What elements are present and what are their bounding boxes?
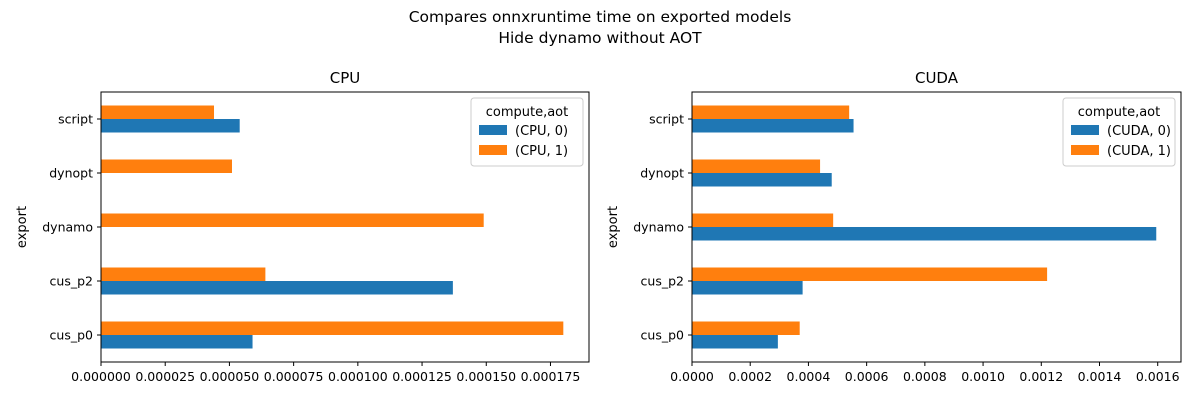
y-tick-label-script: script	[58, 112, 93, 127]
bar-dynopt-series-0	[692, 173, 832, 187]
bar-script-series-1	[692, 105, 850, 119]
bar-script-series-0	[101, 119, 240, 133]
bar-cus_p2-series-0	[101, 281, 453, 295]
bar-dynopt-series-1	[692, 159, 821, 173]
legend-swatch-1	[1071, 145, 1099, 155]
y-tick-label-cus_p2: cus_p2	[641, 274, 684, 289]
y-tick-label-cus_p0: cus_p0	[641, 328, 684, 343]
bar-cus_p0-series-0	[692, 335, 778, 349]
y-axis-label: export	[606, 206, 621, 248]
bar-cus_p2-series-1	[101, 267, 266, 281]
x-tick-label-8: 0.0016	[1136, 369, 1180, 384]
legend-label-0: (CUDA, 0)	[1107, 124, 1171, 139]
x-tick-label-1: 0.0002	[728, 369, 772, 384]
suptitle-line-2: Hide dynamo without AOT	[498, 29, 702, 47]
x-tick-label-7: 0.0014	[1078, 369, 1122, 384]
bar-dynopt-series-1	[101, 159, 232, 173]
legend-label-0: (CPU, 0)	[515, 124, 568, 139]
legend: compute,aot (CPU, 0) (CPU, 1)	[470, 97, 584, 167]
x-tick-label-2: 0.0004	[787, 369, 831, 384]
bar-dynamo-series-0	[692, 227, 1157, 241]
bar-script-series-1	[101, 105, 215, 119]
bar-cus_p0-series-1	[692, 321, 800, 335]
y-tick-label-script: script	[649, 112, 684, 127]
y-tick-label-dynopt: dynopt	[640, 166, 684, 181]
legend-title: compute,aot	[1078, 105, 1161, 120]
x-tick-label-4: 0.000100	[328, 369, 388, 384]
legend-title: compute,aot	[486, 105, 569, 120]
x-tick-label-3: 0.000075	[264, 369, 324, 384]
legend-label-1: (CPU, 1)	[515, 144, 568, 159]
legend-swatch-0	[1071, 125, 1099, 135]
x-tick-label-4: 0.0008	[903, 369, 947, 384]
bar-dynamo-series-1	[101, 213, 484, 227]
bar-cus_p0-series-0	[101, 335, 253, 349]
legend-label-1: (CUDA, 1)	[1107, 144, 1171, 159]
y-tick-label-dynamo: dynamo	[42, 220, 93, 235]
axes-cuda: cus_p0 cus_p2 dynamo dynopt script 0.0000 0.00…	[606, 69, 1182, 384]
legend-swatch-0	[479, 125, 507, 135]
legend-swatch-1	[479, 145, 507, 155]
x-tick-label-0: 0.000000	[71, 369, 131, 384]
legend: compute,aot (CUDA, 0) (CUDA, 1)	[1062, 97, 1176, 167]
x-tick-label-6: 0.000150	[456, 369, 516, 384]
bar-cus_p2-series-1	[692, 267, 1048, 281]
y-tick-label-cus_p2: cus_p2	[50, 274, 93, 289]
axes-title: CPU	[330, 69, 361, 87]
bar-cus_p2-series-0	[692, 281, 803, 295]
axes-cpu: cus_p0 cus_p2 dynamo dynopt script 0.000000 0.…	[15, 69, 590, 384]
axes-title: CUDA	[915, 69, 959, 87]
bar-script-series-0	[692, 119, 854, 133]
x-tick-label-7: 0.000175	[521, 369, 581, 384]
bar-dynamo-series-1	[692, 213, 834, 227]
axes-frame	[100, 91, 590, 363]
x-tick-label-5: 0.000125	[392, 369, 452, 384]
x-tick-label-6: 0.0012	[1019, 369, 1063, 384]
x-tick-label-2: 0.000050	[200, 369, 260, 384]
y-tick-label-dynopt: dynopt	[49, 166, 93, 181]
y-tick-label-cus_p0: cus_p0	[50, 328, 93, 343]
y-axis-label: export	[15, 206, 30, 248]
y-tick-label-dynamo: dynamo	[633, 220, 684, 235]
bar-cus_p0-series-1	[101, 321, 564, 335]
x-tick-label-5: 0.0010	[961, 369, 1005, 384]
x-tick-label-0: 0.0000	[670, 369, 714, 384]
axes-frame	[691, 91, 1182, 363]
x-tick-label-1: 0.000025	[135, 369, 195, 384]
suptitle-line-1: Compares onnxruntime time on exported mo…	[409, 8, 792, 26]
x-tick-label-3: 0.0006	[845, 369, 889, 384]
